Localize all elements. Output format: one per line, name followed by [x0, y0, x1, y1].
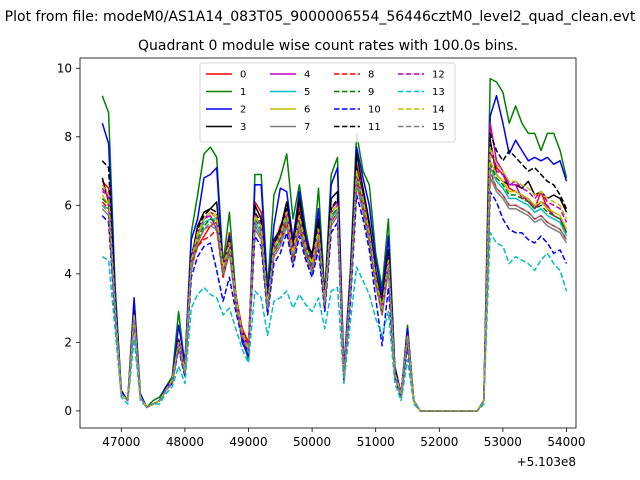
y-tick-label: 8	[64, 130, 72, 144]
x-tick-label: 49000	[229, 435, 267, 449]
legend-box	[199, 62, 456, 143]
x-tick-label: 52000	[420, 435, 458, 449]
plot-area-frame	[79, 57, 577, 429]
figure-suptitle: Plot from file: modeM0/AS1A14_083T05_900…	[5, 9, 636, 25]
series-layer	[101, 77, 568, 412]
y-tick-label: 6	[64, 198, 72, 212]
legend-label-1: 1	[240, 87, 246, 98]
legend-label-4: 4	[304, 70, 310, 81]
legend-label-12: 12	[432, 70, 445, 81]
x-tick-label: 53000	[484, 435, 522, 449]
x-tick-label: 50000	[293, 435, 331, 449]
x-tick-label: 54000	[547, 435, 585, 449]
legend-label-10: 10	[368, 105, 381, 116]
legend-label-15: 15	[432, 122, 445, 133]
y-tick-label: 2	[64, 335, 72, 349]
legend-label-9: 9	[368, 87, 374, 98]
legend-label-11: 11	[368, 122, 381, 133]
legend-label-0: 0	[240, 70, 246, 81]
x-tick-label: 51000	[357, 435, 395, 449]
x-tick-label: 47000	[102, 435, 140, 449]
series-line-14	[101, 146, 568, 412]
series-line-13	[101, 231, 568, 412]
legend-label-2: 2	[240, 105, 246, 116]
chart-title: Quadrant 0 module wise count rates with …	[138, 38, 518, 54]
x-axis-offset-label: +5.103e8	[517, 455, 576, 469]
y-tick-label: 0	[64, 404, 72, 418]
y-tick-label: 4	[64, 267, 72, 281]
legend-label-13: 13	[432, 87, 445, 98]
legend-label-3: 3	[240, 122, 246, 133]
legend-label-8: 8	[368, 70, 374, 81]
y-tick-label: 10	[57, 61, 72, 75]
legend-label-7: 7	[304, 122, 310, 133]
series-line-8	[101, 170, 568, 412]
y-axis: 0 2 4 6 8 10	[57, 61, 80, 418]
series-line-2	[101, 94, 568, 412]
x-tick-label: 48000	[166, 435, 204, 449]
x-axis: 47000 48000 49000 50000 51000 52000 53000 54000	[102, 428, 586, 449]
series-line-15	[101, 173, 568, 412]
legend-label-6: 6	[304, 105, 310, 116]
legend-label-14: 14	[432, 105, 445, 116]
legend-label-5: 5	[304, 87, 310, 98]
series-line-0	[101, 142, 568, 412]
